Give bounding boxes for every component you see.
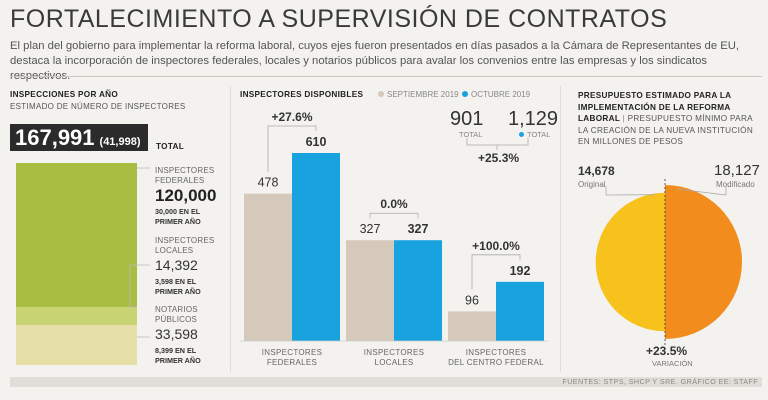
- bracket-1: [369, 212, 419, 219]
- legend-oct: OCTUBRE 2019: [462, 90, 530, 99]
- bar-2-1: [496, 281, 544, 341]
- original-label: Original: [578, 180, 606, 189]
- source-text: FUENTES: STPS, SHCP Y SRE. GRÁFICO EE: S…: [562, 377, 758, 386]
- change-label-0: +27.6%: [271, 110, 312, 124]
- page-subtitle: El plan del gobierno para implementar la…: [10, 40, 740, 82]
- total-box: 167,991 (41,998): [10, 124, 148, 151]
- bar-label-0-1: 610: [306, 135, 327, 149]
- federal-value: 120,000: [155, 186, 217, 205]
- bar-label-0-0: 478: [258, 176, 279, 190]
- header-rule: [10, 76, 762, 77]
- change-label-2: +100.0%: [472, 239, 520, 253]
- category-label-1-b: LOCALES: [374, 358, 413, 367]
- federal-first-year: 30,000 EN EL PRIMER AÑO: [155, 207, 201, 226]
- bar-label-1-0: 327: [360, 222, 381, 236]
- local-value: 14,392: [155, 257, 198, 273]
- notarios-value: 33,598: [155, 326, 198, 342]
- available-header: INSPECTORES DISPONIBLES: [240, 90, 364, 99]
- bar-2-0: [448, 311, 496, 341]
- bracket-0: [267, 125, 317, 172]
- category-label-2-b: DEL CENTRO FEDERAL: [448, 358, 544, 367]
- stack-notarios: [16, 325, 137, 365]
- leader-original: [605, 186, 656, 196]
- legend-oct-swatch: [462, 91, 468, 97]
- variation-value: +23.5%: [646, 344, 688, 358]
- original-half: [595, 192, 665, 332]
- stack-federal: [16, 163, 137, 307]
- total-change: +25.3%: [478, 151, 520, 165]
- total-oct-label: TOTAL: [519, 130, 550, 139]
- total-value: 167,991: [15, 125, 95, 150]
- original-value: 14,678: [578, 164, 615, 178]
- federal-label: INSPECTORES FEDERALES: [155, 166, 215, 185]
- budget-header-sub: PRESUPUESTO MÍNIMO PARA LA CREACIÓN DE L…: [578, 114, 754, 146]
- legend-sep-label: SEPTIEMBRE 2019: [387, 90, 459, 99]
- page-title: FORTALECIMIENTO A SUPERVISIÓN DE CONTRAT…: [10, 5, 668, 33]
- total-oct-value: 1,129: [508, 108, 559, 130]
- bracket-2: [471, 254, 521, 290]
- modified-value: 18,127: [714, 162, 760, 179]
- total-label: TOTAL: [156, 142, 185, 151]
- change-label-1: 0.0%: [380, 197, 408, 211]
- local-label: INSPECTORES LOCALES: [155, 236, 215, 255]
- bar-label-2-1: 192: [510, 264, 531, 278]
- legend-oct-label: OCTUBRE 2019: [471, 90, 531, 99]
- total-oct-swatch: [519, 132, 524, 137]
- bar-label-2-0: 96: [465, 293, 479, 307]
- bar-1-1: [394, 240, 442, 341]
- leader-modified: [676, 186, 727, 196]
- leader-local: [129, 264, 150, 308]
- category-label-0-b: FEDERALES: [267, 358, 317, 367]
- legend-sep-swatch: [378, 91, 384, 97]
- legend-sep: SEPTIEMBRE 2019: [378, 90, 459, 99]
- budget-header: PRESUPUESTO ESTIMADO PARA LA IMPLEMENTAC…: [578, 90, 756, 148]
- total-sep-value: 901: [450, 108, 484, 130]
- category-label-0-a: INSPECTORES: [262, 348, 323, 357]
- budget-header-main: PRESUPUESTO ESTIMADO PARA LA IMPLEMENTAC…: [578, 91, 732, 123]
- modified-half: [665, 185, 742, 339]
- notarios-label: NOTARIOS PÚBLICOS: [155, 305, 198, 324]
- footer-bar: [10, 377, 762, 387]
- inspections-subheader: ESTIMADO DE NÚMERO DE INSPECTORES: [10, 102, 186, 111]
- bar-1-0: [346, 240, 394, 341]
- bar-label-1-1: 327: [408, 222, 429, 236]
- modified-label: Modificado: [716, 180, 755, 189]
- divider-right: [560, 86, 561, 372]
- total-sep-label: TOTAL: [459, 130, 483, 139]
- bar-0-0: [244, 193, 292, 341]
- total-paren: (41,998): [99, 136, 141, 148]
- notarios-first-year: 8,399 EN EL PRIMER AÑO: [155, 346, 201, 365]
- total-oct-label-text: TOTAL: [527, 130, 551, 139]
- divider-left: [230, 86, 231, 372]
- bar-0-1: [292, 153, 340, 341]
- inspections-header: INSPECCIONES POR AÑO: [10, 90, 119, 99]
- category-label-1-a: INSPECTORES: [364, 348, 425, 357]
- variation-label: VARIACIÓN: [652, 359, 693, 368]
- category-label-2-a: INSPECTORES: [466, 348, 527, 357]
- budget-header-sep: |: [622, 114, 628, 123]
- local-first-year: 3,598 EN EL PRIMER AÑO: [155, 277, 201, 296]
- stack-local: [16, 307, 137, 325]
